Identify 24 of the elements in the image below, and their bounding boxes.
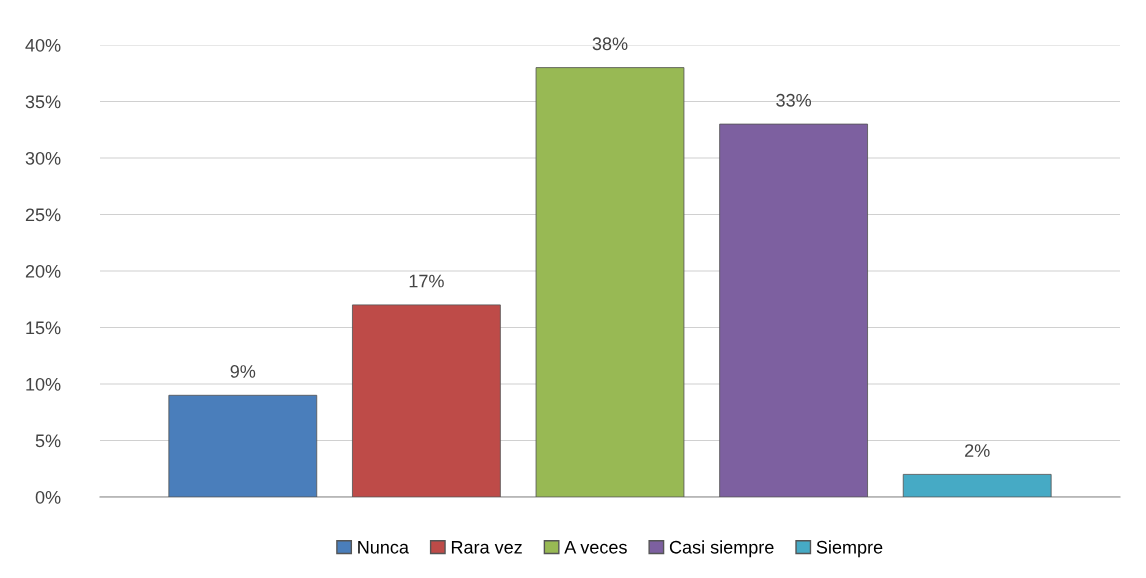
y-tick-label: 20%	[25, 264, 61, 278]
text: 17%	[409, 274, 444, 288]
y-tick-label: 0%	[35, 490, 61, 504]
y-tick-label: 15%	[26, 321, 61, 335]
bar	[535, 67, 685, 497]
y-tick-label: 30%	[25, 151, 61, 165]
y-tick-label: 25%	[25, 208, 61, 222]
legend-label: Rara vez	[451, 541, 522, 554]
legend-label: A veces	[564, 541, 627, 554]
legend-label: Casi siempre	[669, 540, 774, 558]
bar	[168, 394, 318, 497]
bar	[902, 473, 1052, 497]
text: 9%	[230, 365, 256, 378]
legend-label: Siempre	[816, 540, 883, 558]
y-tick-label: 35%	[25, 95, 61, 109]
text: 33%	[776, 93, 812, 107]
bar	[719, 123, 868, 497]
y-tick-label: 40%	[25, 38, 61, 52]
legend-label: Nunca	[358, 541, 409, 554]
y-tick-label: 5%	[35, 434, 61, 448]
text: 2%	[965, 444, 990, 457]
y-tick-label: 10%	[26, 377, 61, 391]
bar	[352, 304, 501, 497]
text: 38%	[592, 37, 628, 51]
